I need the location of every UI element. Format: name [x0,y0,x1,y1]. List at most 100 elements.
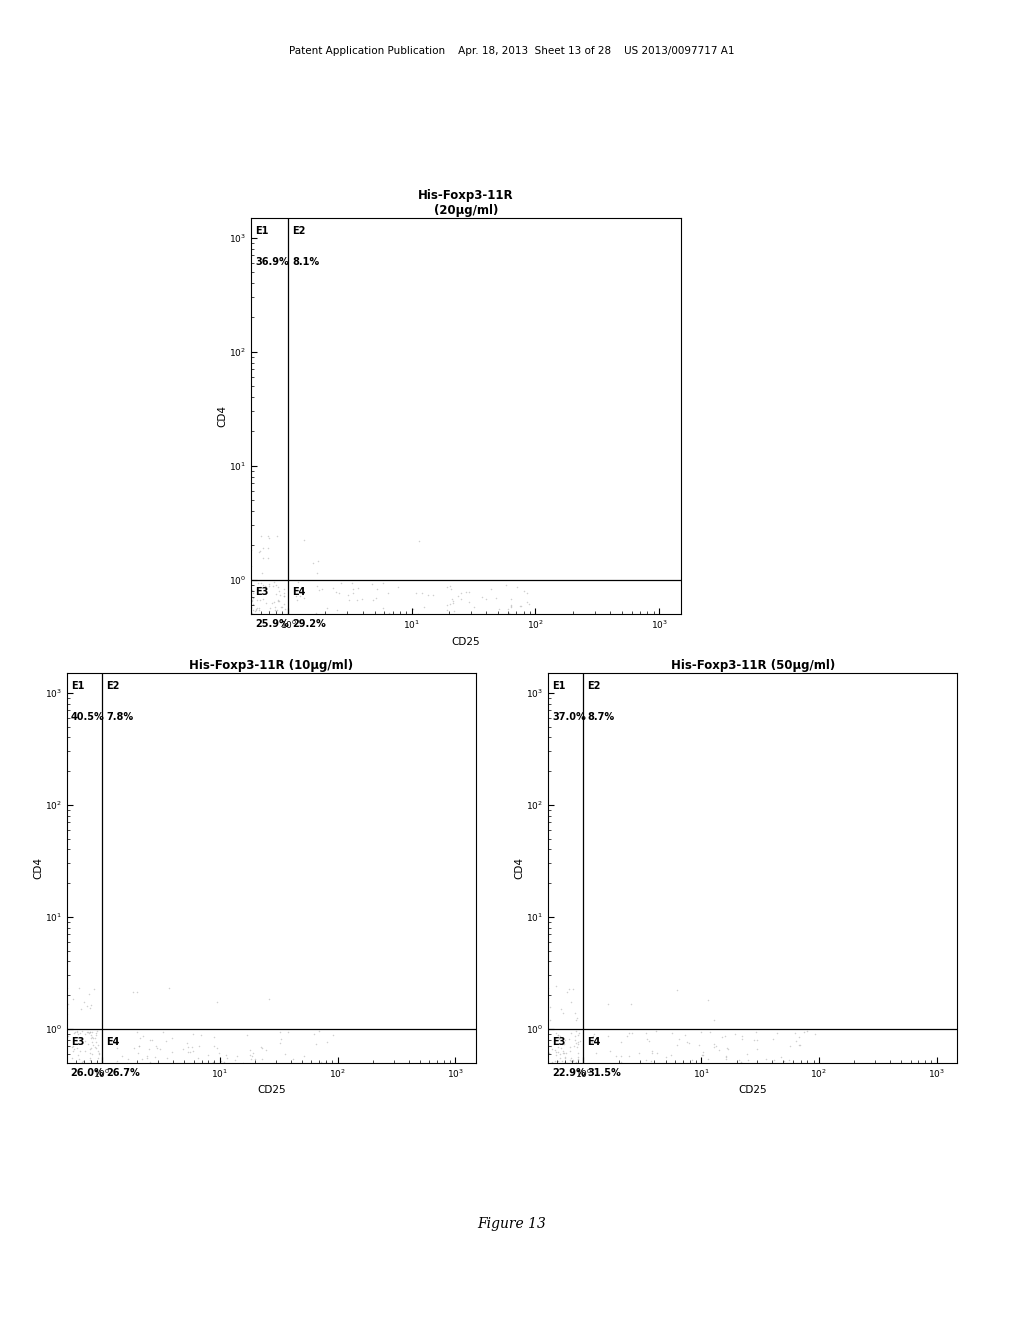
Point [569,1036,586,1057]
Text: Figure 13: Figure 13 [477,1217,547,1230]
Point [749,1022,765,1043]
Point [243,540,259,561]
Point [420,585,436,606]
Point [669,1035,685,1056]
Point [450,586,466,607]
Point [276,585,293,606]
Point [718,1047,734,1068]
Point [67,1027,83,1048]
Point [773,1047,790,1068]
Point [309,550,326,572]
Point [81,998,97,1019]
Point [268,525,285,546]
Point [502,603,518,624]
Point [565,1049,582,1071]
Point [740,1055,757,1076]
Point [57,1030,74,1051]
Point [570,1048,587,1069]
Point [239,581,255,602]
Point [259,607,275,628]
Point [631,1041,647,1063]
Point [66,1038,82,1059]
Point [453,589,469,610]
Point [513,595,529,616]
Point [371,607,387,628]
Point [540,1051,556,1072]
Point [404,598,421,619]
Point [184,1023,201,1044]
Point [766,1049,782,1071]
Point [540,1032,556,1053]
Point [253,1036,269,1057]
Text: 7.8%: 7.8% [106,713,133,722]
Point [91,1043,108,1064]
Point [139,1047,156,1068]
Point [558,981,574,1002]
Point [643,1051,659,1072]
Point [239,545,255,566]
Point [345,582,361,603]
Point [544,1051,560,1072]
Point [438,599,455,620]
Point [559,1055,575,1076]
Point [73,998,89,1019]
Point [569,1049,586,1071]
Point [466,597,482,618]
Point [548,975,564,997]
Text: 26.0%: 26.0% [71,1068,104,1078]
Point [487,587,504,609]
Point [244,590,260,611]
Point [565,978,582,999]
Point [500,598,516,619]
Point [215,1052,231,1073]
Point [80,1034,96,1055]
Point [751,1057,767,1078]
Point [132,1027,148,1048]
Point [558,1043,574,1064]
Point [600,994,616,1015]
Point [657,1047,674,1068]
Point [245,582,261,603]
Point [731,1049,748,1071]
Point [83,1038,99,1059]
Point [255,574,271,595]
Point [516,581,532,602]
Point [780,1049,797,1071]
Point [570,1031,587,1052]
Point [561,1028,578,1049]
Point [81,983,97,1005]
Point [695,1041,712,1063]
Point [250,578,266,599]
Point [432,605,449,626]
Title: His-Foxp3-11R (10μg/ml): His-Foxp3-11R (10μg/ml) [189,659,353,672]
Point [106,1032,123,1053]
Point [84,1022,100,1043]
Point [638,1028,654,1049]
Text: E1: E1 [255,226,268,236]
Point [707,1010,723,1031]
Text: E1: E1 [71,681,84,690]
Point [663,1044,679,1065]
Point [243,1039,259,1060]
Point [243,585,259,606]
Point [543,1036,559,1057]
Point [258,593,274,614]
Point [612,1045,629,1067]
Point [252,540,268,561]
Point [701,1022,718,1043]
Point [55,981,72,1002]
Point [276,582,293,603]
Point [158,1031,174,1052]
Point [732,1051,749,1072]
Point [740,1049,757,1071]
Point [693,1044,710,1065]
Point [376,605,392,626]
Point [446,601,463,622]
Point [244,579,260,601]
Point [76,991,92,1012]
Text: 26.7%: 26.7% [106,1068,140,1078]
Point [237,603,253,624]
Point [153,1039,169,1060]
Point [129,1022,145,1043]
Point [557,1053,573,1074]
